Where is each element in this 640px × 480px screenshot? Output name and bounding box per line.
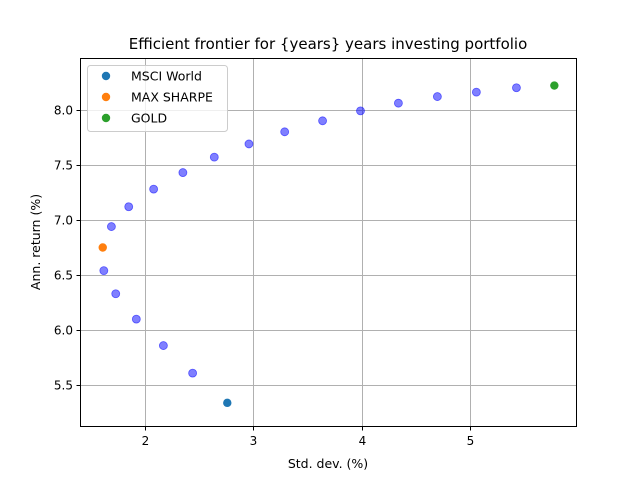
y-tick-label: 6.0 <box>54 324 73 338</box>
legend-marker-msci-world <box>101 71 111 81</box>
y-tick-label: 7.5 <box>54 159 73 173</box>
legend-label-msci-world: MSCI World <box>131 69 202 84</box>
frontier-point <box>244 139 254 149</box>
frontier-point <box>131 314 141 324</box>
axis-ticks: 2 3 4 5 5.5 6.0 6.5 7.0 7.5 8.0 <box>54 104 474 449</box>
frontier-point <box>158 341 168 350</box>
gold-point <box>550 81 559 90</box>
frontier-point <box>188 368 198 378</box>
frontier-point <box>432 92 442 101</box>
legend-label-gold: GOLD <box>131 111 167 126</box>
x-tick-label: 4 <box>359 434 367 448</box>
x-tick-label: 2 <box>142 434 150 448</box>
frontier-point <box>124 202 134 212</box>
highlight-points <box>98 81 559 408</box>
grid <box>80 58 576 426</box>
y-tick-label: 8.0 <box>54 104 73 118</box>
frontier-point <box>393 98 403 108</box>
y-tick-label: 6.5 <box>54 269 73 283</box>
frontier-point <box>471 87 481 97</box>
frontier-point <box>512 83 521 93</box>
max-sharpe-point <box>98 243 107 252</box>
y-axis-label: Ann. return (%) <box>28 194 43 290</box>
plot-area <box>80 58 577 427</box>
frontier-point <box>107 222 116 231</box>
msci-world-point <box>223 398 232 408</box>
frontier-point <box>149 184 159 194</box>
legend: MSCI World MAX SHARPE GOLD <box>87 65 228 132</box>
legend-marker-max-sharpe <box>101 92 111 102</box>
x-axis-label: Std. dev. (%) <box>288 456 368 471</box>
legend-label-max-sharpe: MAX SHARPE <box>131 90 213 105</box>
y-tick-label: 5.5 <box>54 379 73 393</box>
legend-box <box>87 65 228 132</box>
y-tick-label: 7.0 <box>54 214 73 228</box>
frontier-point <box>111 289 121 299</box>
x-tick-label: 5 <box>467 434 475 448</box>
frontier-point <box>356 106 365 116</box>
frontier-point <box>178 168 188 177</box>
frontier-point <box>99 266 109 276</box>
frontier-points <box>99 83 521 378</box>
x-tick-label: 3 <box>250 434 258 448</box>
frontier-point <box>280 127 290 137</box>
frontier-point <box>318 116 327 126</box>
chart-title: Efficient frontier for {years} years inv… <box>129 35 528 53</box>
legend-marker-gold <box>101 113 111 123</box>
frontier-point <box>209 152 219 162</box>
